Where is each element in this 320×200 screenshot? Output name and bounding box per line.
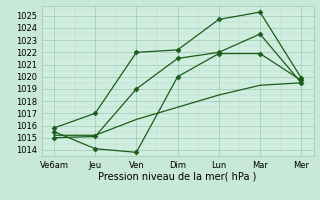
X-axis label: Pression niveau de la mer( hPa ): Pression niveau de la mer( hPa ) bbox=[99, 171, 257, 181]
